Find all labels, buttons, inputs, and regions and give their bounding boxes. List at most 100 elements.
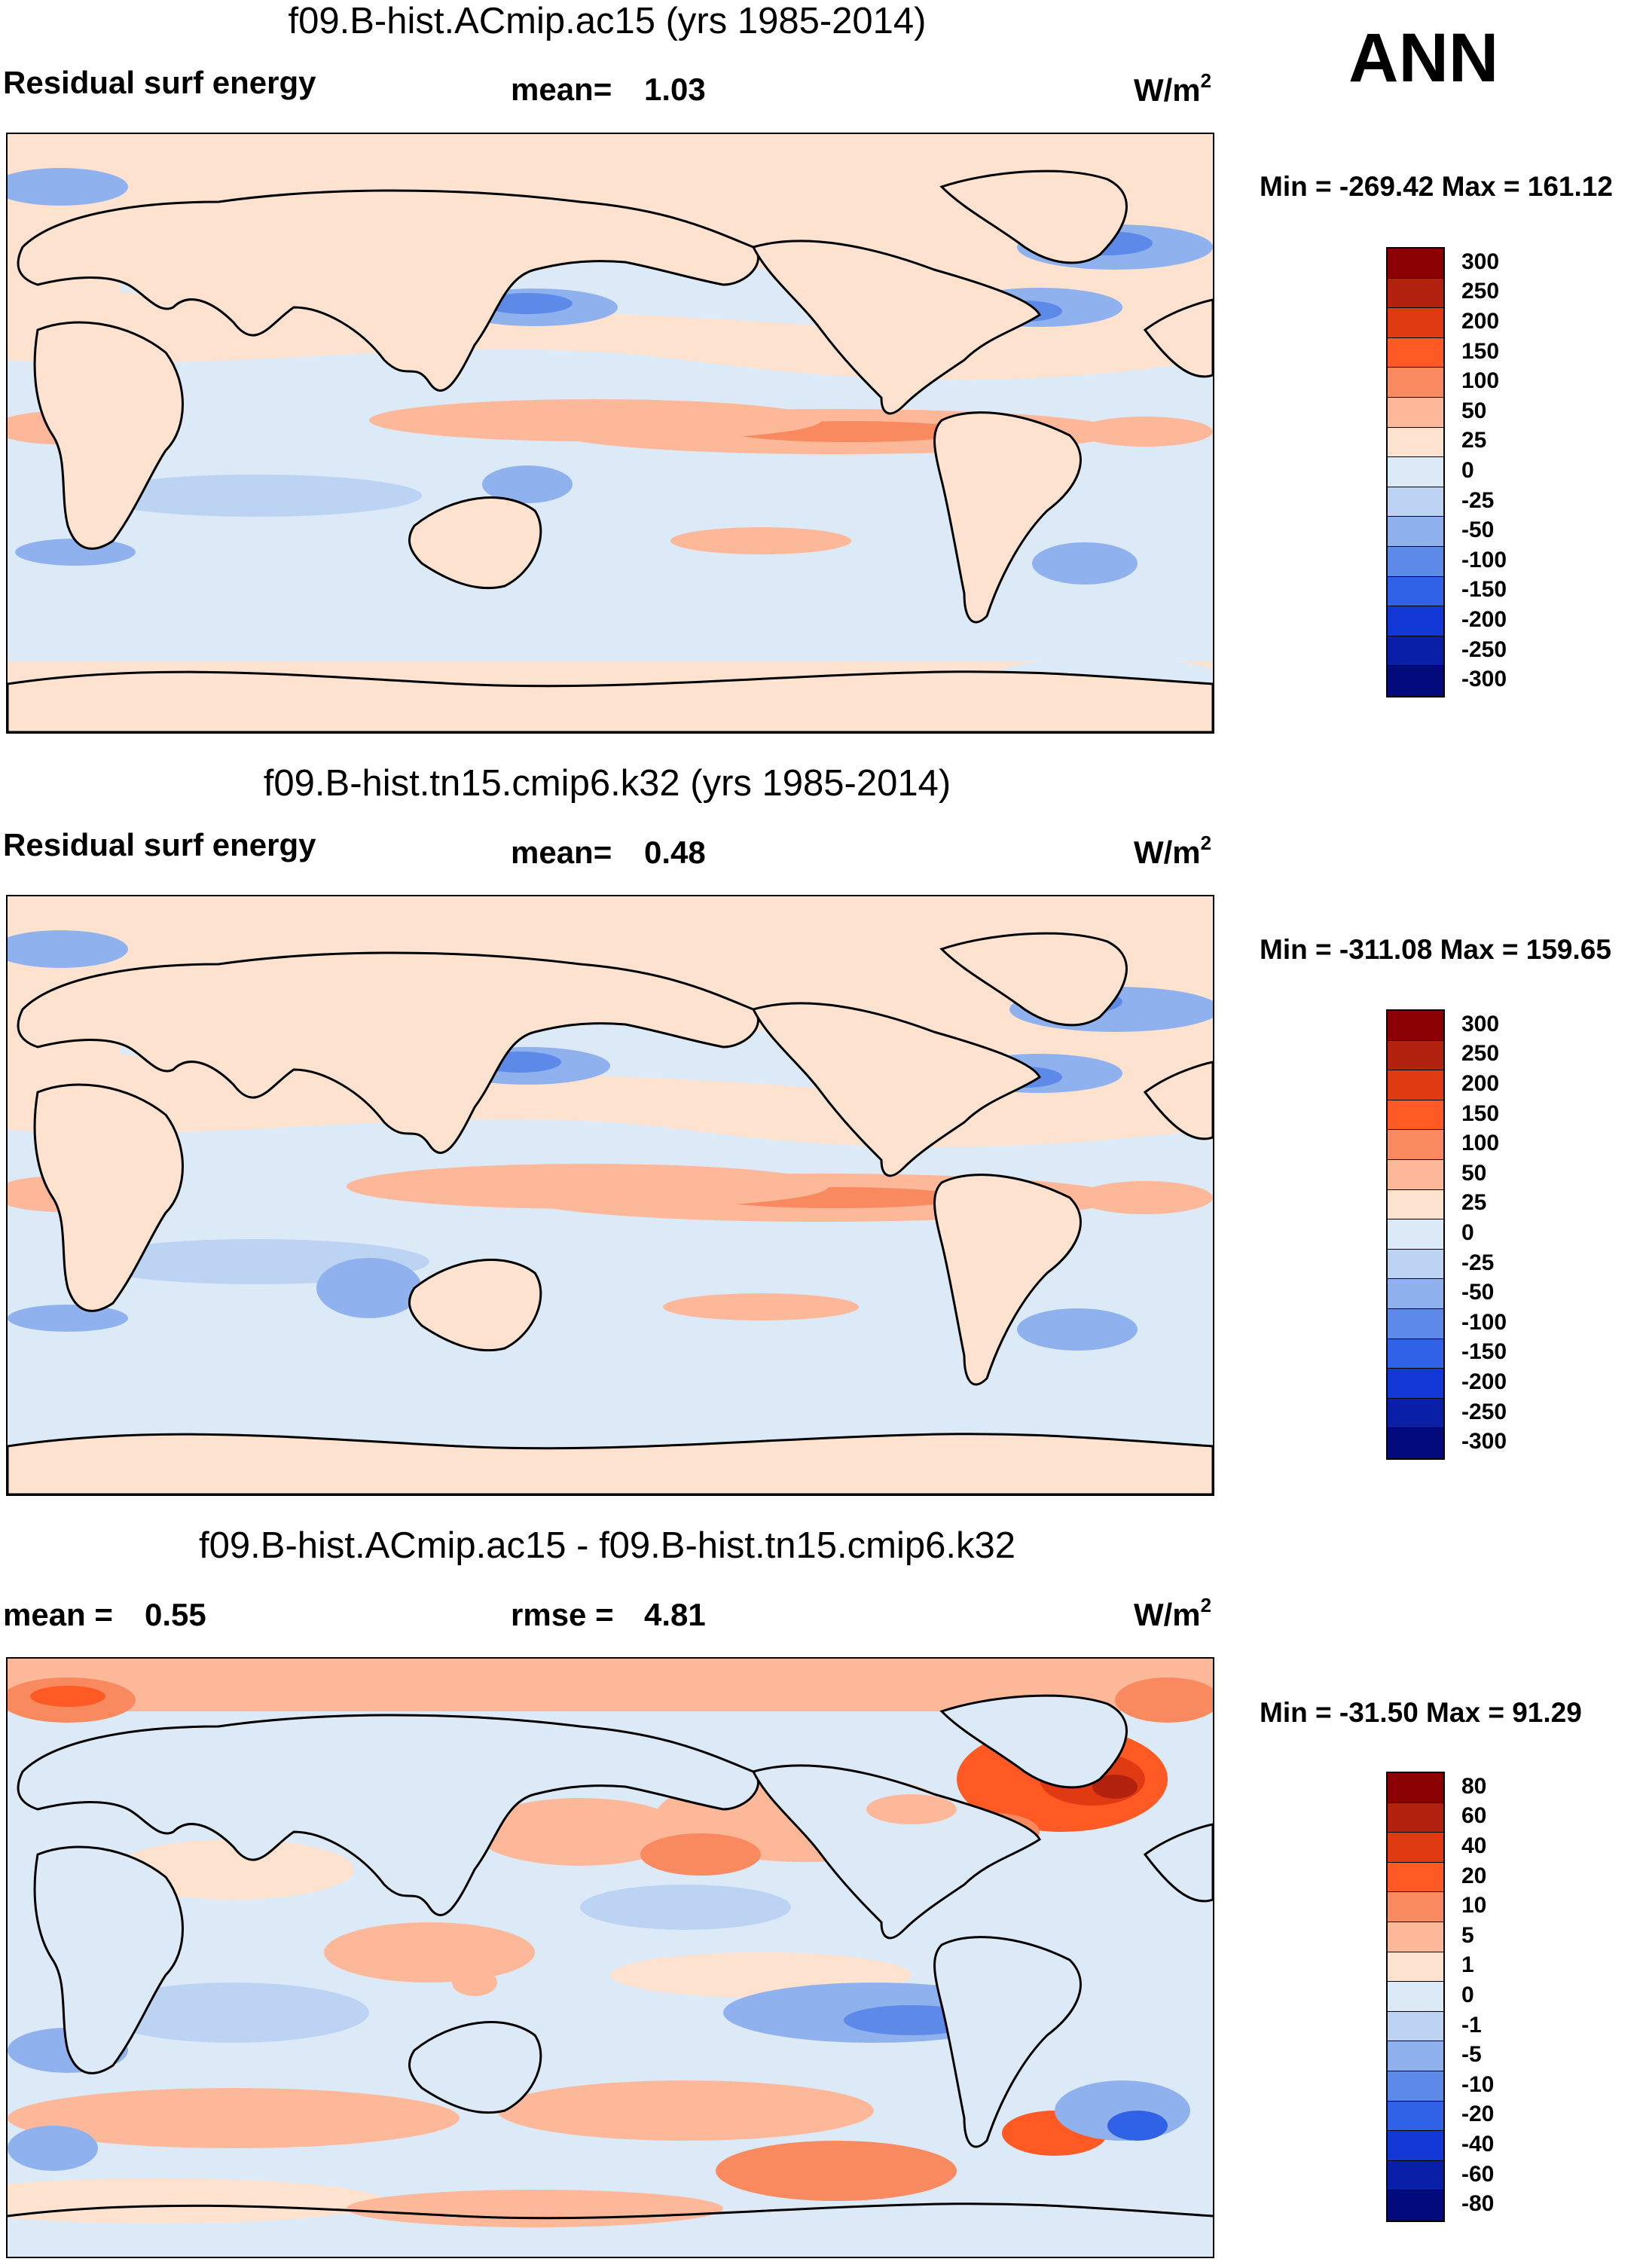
panel-title: f09.B-hist.ACmip.ac15 - f09.B-hist.tn15.…: [199, 1525, 1015, 1566]
colorbar-swatch: [1388, 1159, 1443, 1190]
colorbar-tick-label: 60: [1461, 1803, 1487, 1829]
colorbar-swatch: [1388, 457, 1443, 487]
colorbar-tick-label: -250: [1461, 1399, 1507, 1424]
colorbar-swatch: [1388, 308, 1443, 338]
colorbar-tick-label: -60: [1461, 2161, 1495, 2187]
colorbar-tick-label: -20: [1461, 2102, 1495, 2127]
colorbar-tick-label: 50: [1461, 398, 1487, 423]
colorbar-swatch: [1388, 337, 1443, 368]
colorbar-tick-label: 50: [1461, 1160, 1487, 1186]
colorbar-tick-label: 300: [1461, 1011, 1500, 1036]
mean-label: mean =: [3, 1597, 113, 1632]
colorbar-swatch: [1388, 1922, 1443, 1952]
minmax-label: Min = -269.42 Max = 161.12: [1260, 171, 1613, 202]
colorbar-tick-label: -200: [1461, 607, 1507, 632]
colorbar-tick-label: -25: [1461, 1250, 1495, 1275]
mean-label: mean=: [511, 72, 612, 107]
colorbar-swatch: [1388, 397, 1443, 428]
units-label: W/m2: [1134, 1594, 1212, 1632]
colorbar-swatch: [1388, 666, 1443, 696]
colorbar-swatch: [1388, 1040, 1443, 1071]
colorbar-tick-label: 0: [1461, 458, 1474, 483]
units-label: W/m2: [1134, 832, 1212, 870]
colorbar-tick-label: 5: [1461, 1922, 1474, 1948]
colorbar-swatch: [1388, 1219, 1443, 1250]
colorbar-swatch: [1388, 1982, 1443, 2012]
colorbar-swatch: [1388, 1398, 1443, 1429]
colorbar-swatch: [1388, 1369, 1443, 1399]
colorbar: [1386, 247, 1445, 697]
colorbar-swatch: [1388, 2101, 1443, 2132]
colorbar-swatch: [1388, 1892, 1443, 1922]
colorbar-tick-label: 1: [1461, 1952, 1474, 1978]
colorbar-swatch: [1388, 517, 1443, 547]
colorbar-swatch: [1388, 1773, 1443, 1803]
rmse-label: rmse =: [511, 1597, 614, 1632]
colorbar-swatch: [1388, 1833, 1443, 1863]
colorbar-tick-label: 20: [1461, 1863, 1487, 1888]
rmse-value: 4.81: [644, 1597, 706, 1632]
colorbar-swatch: [1388, 1130, 1443, 1160]
colorbar-tick-label: -100: [1461, 1309, 1507, 1335]
colorbar-swatch: [1388, 1862, 1443, 1893]
mean-label: mean=: [511, 835, 612, 870]
mean-value: 0.48: [644, 835, 706, 870]
colorbar-swatch: [1388, 1339, 1443, 1369]
colorbar-tick-label: -25: [1461, 487, 1495, 513]
colorbar-swatch: [1388, 2160, 1443, 2191]
colorbar-swatch: [1388, 1249, 1443, 1280]
mean-value: 0.55: [145, 1597, 206, 1632]
colorbar-tick-label: -150: [1461, 1339, 1507, 1365]
colorbar-tick-label: 0: [1461, 1220, 1474, 1245]
map-panel: [6, 895, 1214, 1496]
colorbar-tick-label: -300: [1461, 667, 1507, 692]
panel-title: f09.B-hist.ACmip.ac15 (yrs 1985-2014): [288, 1, 927, 41]
colorbar-tick-label: 250: [1461, 1041, 1500, 1067]
colorbar-tick-label: 200: [1461, 1071, 1500, 1096]
colorbar-tick-label: 250: [1461, 279, 1500, 304]
colorbar-swatch: [1388, 1070, 1443, 1100]
panel-title: f09.B-hist.tn15.cmip6.k32 (yrs 1985-2014…: [263, 763, 951, 804]
variable-label: Residual surf energy: [3, 827, 316, 862]
colorbar-tick-label: 40: [1461, 1833, 1487, 1858]
colorbar-swatch: [1388, 368, 1443, 398]
colorbar-tick-label: 150: [1461, 1100, 1500, 1126]
colorbar-tick-label: 100: [1461, 1131, 1500, 1156]
colorbar-swatch: [1388, 2131, 1443, 2161]
colorbar-tick-label: 10: [1461, 1893, 1487, 1918]
colorbar-tick-label: -1: [1461, 2012, 1482, 2038]
colorbar-tick-label: -50: [1461, 1280, 1495, 1305]
colorbar-swatch: [1388, 1428, 1443, 1458]
mean-value: 1.03: [644, 72, 706, 107]
colorbar-tick-label: -40: [1461, 2132, 1495, 2157]
colorbar-swatch: [1388, 1802, 1443, 1833]
colorbar-swatch: [1388, 576, 1443, 607]
units-label: W/m2: [1134, 69, 1212, 108]
colorbar-swatch: [1388, 546, 1443, 577]
colorbar: [1386, 1009, 1445, 1460]
colorbar-swatch: [1388, 1952, 1443, 1983]
colorbar-tick-label: -150: [1461, 577, 1507, 603]
minmax-label: Min = -31.50 Max = 91.29: [1260, 1697, 1582, 1728]
minmax-label: Min = -311.08 Max = 159.65: [1260, 934, 1611, 965]
colorbar: [1386, 1772, 1445, 2222]
colorbar-swatch: [1388, 278, 1443, 309]
colorbar-swatch: [1388, 427, 1443, 458]
colorbar-swatch: [1388, 636, 1443, 667]
colorbar-swatch: [1388, 1308, 1443, 1339]
colorbar-swatch: [1388, 2071, 1443, 2102]
colorbar-tick-label: -250: [1461, 636, 1507, 662]
colorbar-tick-label: 100: [1461, 368, 1500, 394]
colorbar-tick-label: -300: [1461, 1429, 1507, 1455]
colorbar-tick-label: -50: [1461, 517, 1495, 543]
season-label: ANN: [1348, 20, 1499, 96]
colorbar-tick-label: -10: [1461, 2071, 1495, 2097]
colorbar-tick-label: 80: [1461, 1773, 1487, 1799]
colorbar-swatch: [1388, 1011, 1443, 1041]
colorbar-swatch: [1388, 487, 1443, 517]
map-panel: [6, 133, 1214, 734]
colorbar-tick-label: -100: [1461, 547, 1507, 572]
colorbar-tick-label: 300: [1461, 249, 1500, 274]
colorbar-swatch: [1388, 2011, 1443, 2042]
colorbar-swatch: [1388, 1100, 1443, 1131]
